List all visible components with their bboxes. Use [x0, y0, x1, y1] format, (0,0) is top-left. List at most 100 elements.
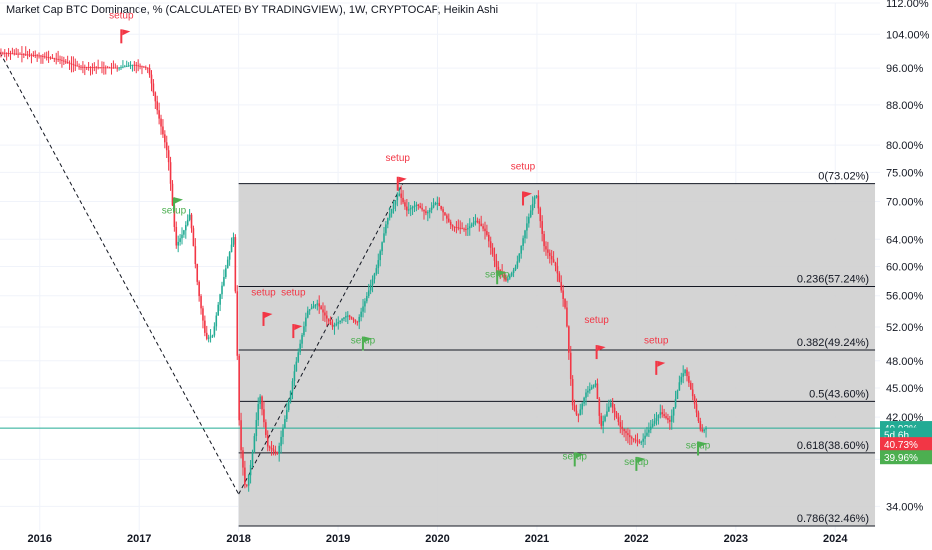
price-axis[interactable]: 112.00% 104.00% 96.00% 88.00% 80.00% 75.00% 70…	[880, 0, 932, 550]
flag-icon	[699, 441, 708, 448]
candle-body	[695, 404, 698, 413]
setup-label: setup	[281, 288, 306, 299]
candle-body	[234, 237, 237, 292]
candle-body	[352, 318, 355, 321]
candle-body	[331, 324, 334, 327]
candle-body	[0, 52, 2, 54]
candle-body	[23, 54, 25, 56]
candle-body	[596, 383, 599, 400]
candle-body	[691, 389, 694, 397]
y-tick-label: 88.00%	[886, 100, 924, 112]
candle-body	[535, 195, 538, 198]
flag-pole	[697, 441, 700, 456]
candle-body	[112, 67, 115, 69]
candle-body	[358, 316, 361, 323]
candle-body	[177, 241, 179, 246]
candle-body	[657, 415, 660, 418]
candle-body	[232, 237, 235, 245]
candle-body	[705, 428, 707, 430]
candle-body	[417, 204, 420, 206]
chart-title: Market Cap BTC Dominance, % (CALCULATED …	[6, 4, 499, 16]
x-tick-label: 2019	[326, 533, 350, 545]
candle-body	[488, 234, 490, 242]
candle-body	[505, 277, 507, 281]
setup-label: setup	[686, 440, 711, 451]
candle-body	[444, 212, 446, 216]
candle-body	[436, 202, 439, 204]
candle-body	[95, 67, 98, 69]
candle-body	[373, 273, 376, 280]
candle-body	[51, 57, 54, 59]
candle-body	[423, 209, 425, 212]
candle-body	[480, 223, 482, 227]
candle-body	[80, 66, 82, 68]
candle-body	[158, 110, 160, 119]
candle-body	[68, 62, 71, 64]
candle-body	[507, 278, 509, 281]
candle-body	[97, 67, 99, 69]
candle-body	[2, 52, 4, 54]
candle-body	[11, 53, 14, 55]
candle-body	[360, 311, 362, 317]
candle-body	[571, 379, 574, 406]
candle-body	[564, 298, 566, 308]
candle-body	[268, 446, 271, 448]
candle-body	[388, 213, 391, 218]
fib-level-label: 0.786(32.46%)	[797, 513, 869, 525]
candle-body	[152, 83, 155, 93]
candle-body	[548, 252, 551, 257]
candle-body	[329, 321, 332, 325]
candle-body	[655, 417, 658, 421]
candle-body	[562, 290, 564, 299]
candle-body	[74, 64, 77, 66]
candle-body	[139, 65, 141, 67]
candle-body	[392, 204, 395, 209]
candle-body	[327, 318, 330, 322]
flag-icon	[657, 360, 666, 367]
candle-body	[545, 246, 547, 250]
candle-body	[135, 64, 138, 66]
candle-body	[638, 441, 641, 443]
candle-body	[531, 203, 534, 211]
candle-body	[482, 226, 484, 229]
candle-body	[554, 262, 557, 266]
candle-body	[659, 412, 662, 416]
x-tick-label: 2021	[525, 533, 549, 545]
candle-body	[625, 431, 627, 434]
candle-body	[398, 193, 401, 196]
candle-body	[455, 226, 458, 228]
y-tick-label: 52.00%	[886, 322, 924, 334]
candle-body	[324, 312, 326, 316]
candle-body	[101, 67, 103, 69]
candle-body	[141, 66, 143, 68]
candle-body	[209, 336, 212, 338]
candle-body	[36, 55, 38, 57]
candle-body	[9, 53, 12, 55]
price-badge-label: 5d 6h	[884, 431, 909, 442]
candle-body	[335, 323, 338, 326]
candle-body	[104, 67, 107, 69]
candle-body	[116, 67, 118, 69]
candle-body	[34, 55, 37, 57]
price-badge	[880, 450, 932, 465]
trend-lines[interactable]	[0, 52, 880, 495]
time-axis[interactable]: 2016 2017 2018 2019 2020 2021 2022 2023 2024	[0, 532, 880, 550]
setup-label: setup	[485, 269, 510, 280]
candle-body	[609, 402, 612, 407]
x-tick-label: 2018	[226, 533, 250, 545]
candle-body	[560, 281, 563, 291]
candle-body	[162, 126, 164, 135]
flag-icon	[294, 324, 303, 331]
price-badge	[880, 437, 932, 452]
flag-pole	[292, 324, 295, 339]
candle-body	[89, 66, 92, 68]
candle-body	[125, 65, 128, 67]
candle-body	[106, 67, 109, 69]
setup-label: setup	[251, 288, 276, 299]
candle-body	[383, 233, 385, 243]
fib-retracement[interactable]: 0(73.02%) 0.236(57.24%) 0.382(49.24%) 0.5(4…	[238, 171, 876, 527]
candle-body	[118, 67, 120, 69]
candle-body	[289, 390, 292, 401]
